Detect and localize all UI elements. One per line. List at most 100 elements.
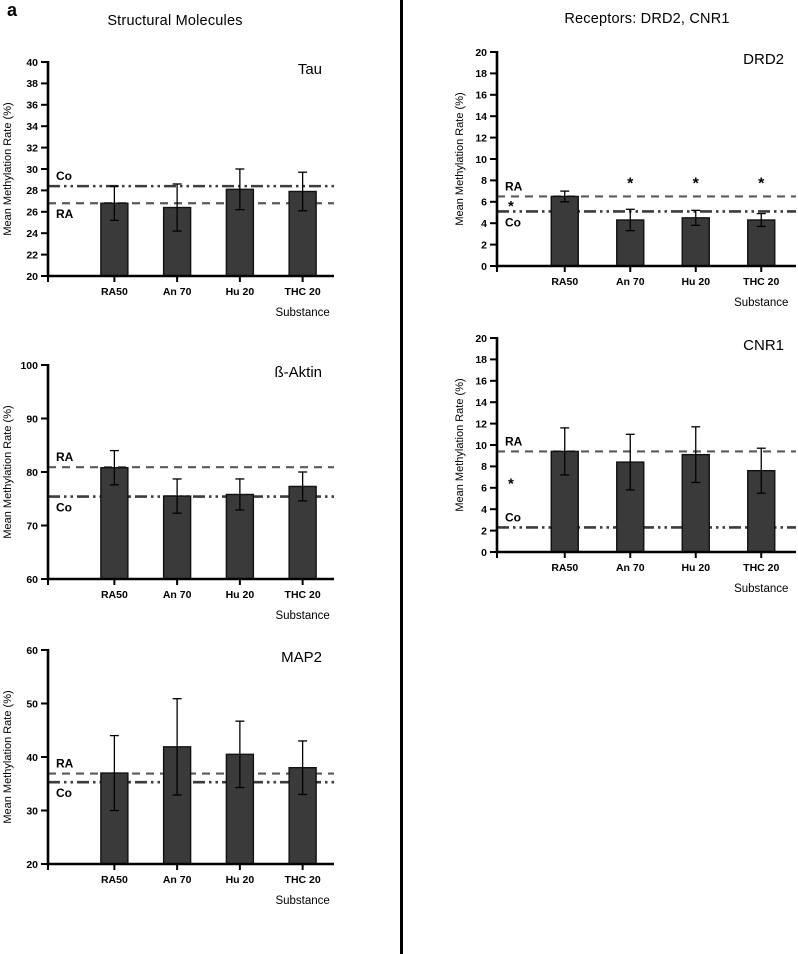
- left-significance-asterisk: *: [508, 476, 514, 493]
- x-category-label: An 70: [163, 286, 192, 298]
- left-column-title: Structural Molecules: [107, 13, 243, 29]
- x-category-label: An 70: [616, 276, 645, 288]
- ref-line-label-Co: Co: [56, 786, 72, 800]
- y-axis-title: Mean Methylation Rate (%): [2, 405, 14, 538]
- y-tick-label: 40: [26, 57, 38, 69]
- y-tick-label: 20: [475, 47, 487, 59]
- panel-title: DRD2: [743, 51, 784, 68]
- y-tick-label: 14: [475, 111, 487, 123]
- bars: [550, 195, 776, 267]
- y-axis-title: Mean Methylation Rate (%): [454, 92, 466, 225]
- y-tick-label: 80: [26, 467, 38, 479]
- y-tick-label: 16: [475, 376, 487, 388]
- x-axis-ticks: RA50 An 70 Hu 20 THC 20: [47, 580, 321, 601]
- y-tick-label: 20: [26, 271, 38, 283]
- x-category-label: An 70: [616, 562, 645, 574]
- y-axis-ticks: 20 30 40 50 60: [26, 645, 47, 871]
- y-tick-label: 24: [26, 228, 38, 240]
- ref-line-label-Co: Co: [505, 215, 521, 229]
- y-tick-label: 30: [26, 805, 38, 817]
- x-category-label: THC 20: [285, 589, 321, 601]
- x-category-label: Hu 20: [681, 276, 710, 288]
- x-axis-title: Substance: [275, 307, 329, 319]
- y-axis-ticks: 0 2 4 6 8 10 12 14 16 18 20: [475, 333, 496, 559]
- y-tick-label: 12: [475, 418, 487, 430]
- x-category-label: Hu 20: [681, 562, 710, 574]
- error-bars: [560, 190, 766, 232]
- x-axis-ticks: RA50 An 70 Hu 20 THC 20: [47, 865, 321, 886]
- significance-asterisk: *: [758, 176, 765, 193]
- y-tick-label: 2: [481, 525, 487, 537]
- chart-map2: RA Co 20 30 40 50 60 RA50 An 70 Hu 20 THC 20 Mean M…: [2, 645, 334, 907]
- y-tick-label: 6: [481, 197, 487, 209]
- y-tick-label: 50: [26, 698, 38, 710]
- significance-asterisk: *: [627, 176, 634, 193]
- x-category-label: Hu 20: [226, 589, 255, 601]
- y-tick-label: 40: [26, 752, 38, 764]
- x-axis-title: Substance: [275, 610, 329, 622]
- left-significance-asterisk: *: [508, 198, 514, 215]
- chart-drd2: RA Co 0 2 4 6 8 10 12 14 16 18 20 RA50 An 70 Hu 20 THC 2…: [454, 47, 796, 309]
- x-category-label: RA50: [101, 286, 128, 298]
- x-axis-title: Substance: [734, 583, 788, 595]
- y-tick-label: 4: [481, 504, 487, 516]
- error-bars: [109, 168, 308, 232]
- x-category-label: THC 20: [743, 276, 779, 288]
- significance-asterisk: *: [693, 176, 700, 193]
- y-tick-label: 18: [475, 354, 487, 366]
- ref-line-label-RA: RA: [505, 179, 523, 193]
- y-tick-label: 10: [475, 440, 487, 452]
- y-tick-label: 12: [475, 132, 487, 144]
- y-tick-label: 0: [481, 547, 487, 559]
- y-tick-label: 26: [26, 207, 38, 219]
- bars: [100, 188, 317, 277]
- x-axis-ticks: RA50 An 70 Hu 20 THC 20: [47, 277, 321, 298]
- y-tick-label: 4: [481, 218, 487, 230]
- x-category-label: THC 20: [285, 286, 321, 298]
- y-tick-label: 8: [481, 175, 487, 187]
- y-axis-title: Mean Methylation Rate (%): [2, 102, 14, 235]
- y-tick-label: 34: [26, 121, 38, 133]
- x-category-label: RA50: [101, 589, 128, 601]
- bar-RA50: [100, 467, 129, 580]
- ref-line-label-Co: Co: [505, 510, 521, 524]
- y-tick-label: 10: [475, 154, 487, 166]
- y-tick-label: 60: [26, 645, 38, 657]
- y-tick-label: 2: [481, 239, 487, 251]
- y-tick-label: 22: [26, 249, 38, 261]
- x-category-label: RA50: [551, 562, 578, 574]
- chart-tau: Co RA 20 22 24 26 28 30 32 34 36 38 40 RA50 An 70 Hu 20…: [2, 57, 334, 319]
- panel-title: Tau: [298, 61, 322, 78]
- y-tick-label: 38: [26, 78, 38, 90]
- panel-title: CNR1: [743, 337, 784, 354]
- chart-cnr1: RA Co 0 2 4 6 8 10 12 14 16 18 20 RA50 An 70 Hu 20 THC 2…: [454, 333, 796, 595]
- y-tick-label: 28: [26, 185, 38, 197]
- y-axis-ticks: 0 2 4 6 8 10 12 14 16 18 20: [475, 47, 496, 273]
- x-axis-ticks: RA50 An 70 Hu 20 THC 20: [496, 267, 779, 288]
- y-axis-title: Mean Methylation Rate (%): [2, 690, 14, 823]
- y-tick-label: 8: [481, 461, 487, 473]
- x-category-label: An 70: [163, 589, 192, 601]
- ref-line-label-Co: Co: [56, 169, 72, 183]
- y-tick-label: 100: [20, 360, 38, 372]
- x-category-label: THC 20: [743, 562, 779, 574]
- error-bars: [109, 698, 308, 812]
- x-category-label: Hu 20: [226, 874, 255, 886]
- x-axis-ticks: RA50 An 70 Hu 20 THC 20: [496, 553, 779, 574]
- bars: [100, 746, 317, 865]
- y-tick-label: 36: [26, 100, 38, 112]
- y-axis-ticks: 60 70 80 90 100: [20, 360, 47, 586]
- error-bars: [109, 449, 308, 514]
- bars: [550, 450, 776, 553]
- error-bars: [560, 426, 766, 494]
- bar-THC 20: [288, 485, 317, 580]
- x-category-label: THC 20: [285, 874, 321, 886]
- ref-line-label-RA: RA: [56, 450, 74, 464]
- y-tick-label: 6: [481, 483, 487, 495]
- y-axis-ticks: 20 22 24 26 28 30 32 34 36 38 40: [26, 57, 47, 283]
- y-tick-label: 20: [26, 859, 38, 871]
- figure-panel-label: a: [7, 0, 18, 20]
- x-category-label: Hu 20: [226, 286, 255, 298]
- right-column-title: Receptors: DRD2, CNR1: [564, 11, 730, 27]
